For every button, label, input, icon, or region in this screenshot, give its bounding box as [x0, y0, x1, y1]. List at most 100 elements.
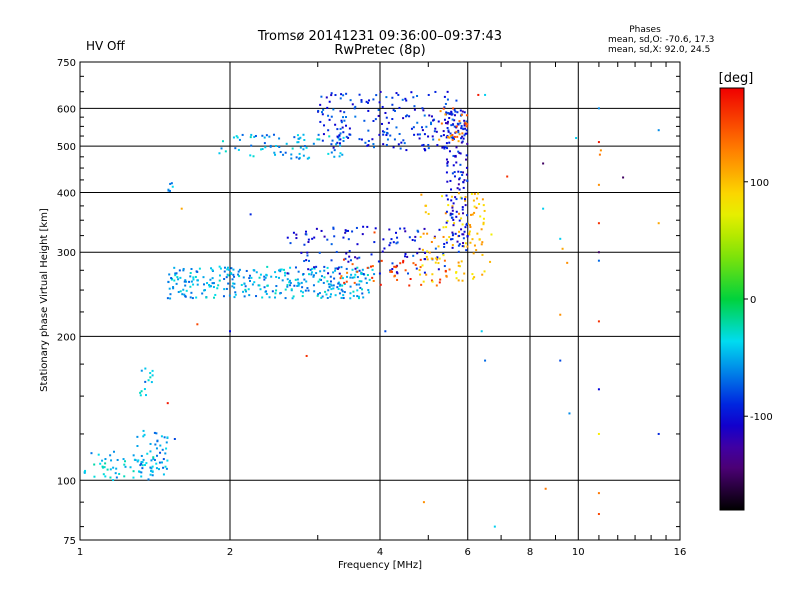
scatter-point — [323, 265, 326, 268]
scatter-point — [298, 137, 301, 140]
scatter-point — [459, 196, 462, 199]
scatter-point — [482, 204, 485, 207]
scatter-point — [402, 117, 405, 120]
scatter-point — [397, 93, 400, 96]
scatter-point — [140, 454, 143, 457]
scatter-point — [333, 235, 336, 238]
scatter-point — [466, 214, 469, 217]
scatter-point — [465, 166, 468, 169]
scatter-point — [446, 198, 449, 201]
scatter-point — [112, 466, 115, 469]
scatter-point — [597, 183, 600, 186]
scatter-point — [165, 441, 168, 444]
scatter-point — [462, 233, 465, 236]
scatter-point — [307, 268, 310, 271]
scatter-point — [464, 204, 467, 207]
scatter-point — [367, 129, 370, 132]
scatter-point — [192, 276, 195, 279]
scatter-point — [286, 285, 289, 288]
scatter-point — [461, 135, 464, 138]
scatter-point — [403, 227, 406, 230]
scatter-point — [103, 466, 106, 469]
scatter-point — [318, 138, 321, 141]
scatter-point — [444, 102, 447, 105]
scatter-point — [597, 492, 600, 495]
scatter-point — [274, 271, 277, 274]
scatter-point — [457, 244, 460, 247]
scatter-point — [297, 283, 300, 286]
scatter-point — [446, 219, 449, 222]
scatter-point — [395, 265, 398, 268]
scatter-point — [411, 238, 414, 241]
scatter-point — [243, 282, 246, 285]
y-tick-label: 600 — [57, 104, 76, 115]
scatter-point — [427, 143, 430, 146]
scatter-point — [450, 195, 453, 198]
scatter-point — [413, 133, 416, 136]
scatter-point — [451, 118, 454, 121]
scatter-point — [425, 125, 428, 128]
scatter-point — [450, 136, 453, 139]
scatter-point — [385, 96, 388, 99]
scatter-point — [320, 229, 323, 232]
scatter-point — [349, 276, 352, 279]
scatter-point — [263, 286, 266, 289]
scatter-point — [446, 180, 449, 183]
x-tick-label: 1 — [77, 547, 83, 558]
scatter-point — [465, 173, 468, 176]
scatter-point — [365, 281, 368, 284]
scatter-point — [461, 140, 464, 143]
scatter-point — [345, 252, 348, 255]
scatter-point — [354, 273, 357, 276]
scatter-point — [182, 288, 185, 291]
scatter-point — [313, 266, 316, 269]
scatter-point — [313, 236, 316, 239]
scatter-point — [180, 207, 183, 210]
scatter-point — [326, 297, 329, 300]
scatter-point — [430, 240, 433, 243]
scatter-point — [446, 90, 449, 93]
scatter-point — [147, 379, 150, 382]
scatter-point — [211, 268, 214, 271]
scatter-point — [444, 212, 447, 215]
scatter-point — [452, 164, 455, 167]
scatter-point — [286, 272, 289, 275]
scatter-point — [440, 122, 443, 125]
scatter-point — [323, 124, 326, 127]
scatter-point — [226, 268, 229, 271]
scatter-point — [461, 127, 464, 130]
y-tick-label: 200 — [57, 332, 76, 343]
scatter-point — [456, 135, 459, 138]
scatter-point — [436, 144, 439, 147]
scatter-point — [222, 295, 225, 298]
scatter-point — [398, 106, 401, 109]
scatter-point — [472, 277, 475, 280]
scatter-point — [445, 221, 448, 224]
scatter-point — [306, 251, 309, 254]
scatter-point — [465, 223, 468, 226]
scatter-point — [566, 261, 569, 264]
scatter-point — [466, 123, 469, 126]
scatter-point — [463, 119, 466, 122]
scatter-point — [458, 188, 461, 191]
scatter-point — [442, 235, 445, 238]
scatter-point — [340, 288, 343, 291]
scatter-point — [460, 217, 463, 220]
scatter-point — [471, 273, 474, 276]
scatter-point — [264, 276, 267, 279]
scatter-point — [461, 206, 464, 209]
scatter-point — [364, 277, 367, 280]
scatter-point — [450, 216, 453, 219]
scatter-point — [415, 267, 418, 270]
scatter-point — [460, 113, 463, 116]
scatter-point — [597, 107, 600, 110]
scatter-point — [421, 264, 424, 267]
scatter-point — [478, 203, 481, 206]
scatter-point — [334, 269, 337, 272]
scatter-point — [284, 297, 287, 300]
scatter-point — [412, 254, 415, 257]
scatter-point — [413, 105, 416, 108]
scatter-point — [248, 274, 251, 277]
scatter-point — [263, 275, 266, 278]
scatter-point — [265, 290, 268, 293]
